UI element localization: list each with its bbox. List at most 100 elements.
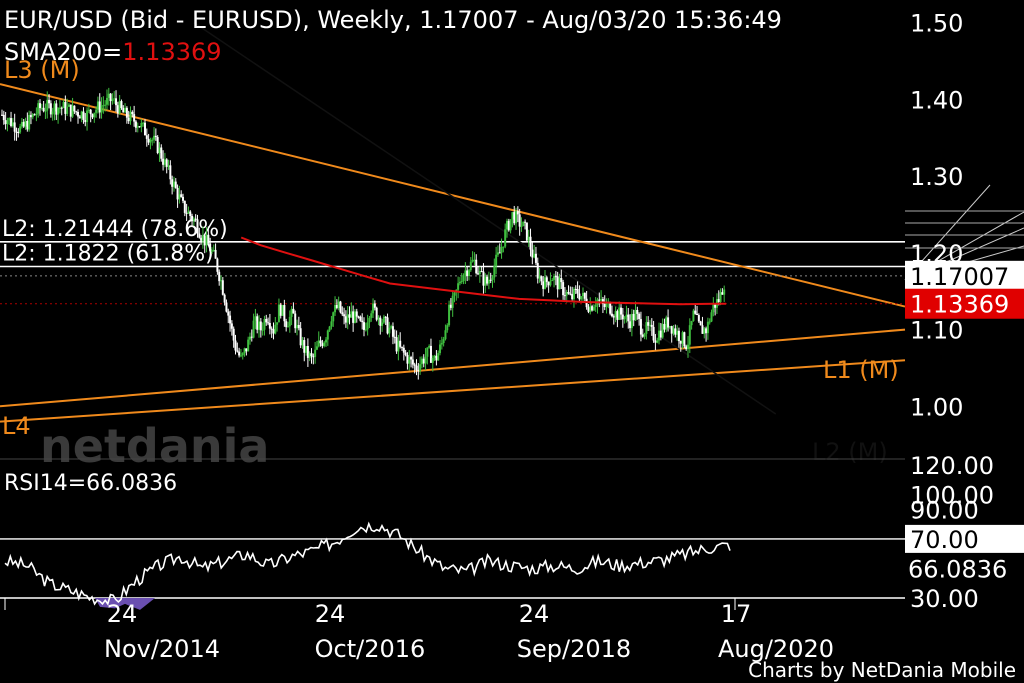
sma-readout: SMA200=1.13369 [4, 38, 222, 66]
last-price-badge-label: 1.17007 [910, 263, 1009, 291]
candle-body [178, 194, 181, 200]
candle-body [417, 370, 420, 372]
candle-body [544, 277, 546, 289]
candle-body [183, 200, 186, 213]
candle-body [433, 355, 436, 358]
candle-body [73, 105, 76, 112]
candle-body [578, 293, 581, 300]
candle-body [384, 316, 387, 318]
candle-body [225, 302, 228, 312]
candle-body [111, 99, 114, 102]
candle-body [661, 323, 664, 338]
candle-body [145, 135, 148, 139]
candle-body [223, 294, 226, 303]
candle-body [457, 283, 460, 290]
candle-body [672, 328, 675, 334]
candle-body [64, 101, 67, 114]
candle-body [453, 292, 456, 296]
candle-body [75, 111, 78, 113]
candle-body [19, 126, 22, 133]
x-axis-month: Sep/2018 [517, 635, 631, 663]
candle-body [24, 120, 27, 127]
trendline-label: L2 (M) [812, 438, 888, 466]
candle-body [482, 271, 485, 286]
candle-body [96, 101, 99, 110]
candle-body [618, 307, 621, 320]
candle-body [227, 311, 230, 316]
candle-body [355, 311, 358, 317]
rsi-line[interactable] [4, 521, 731, 606]
candle-body [263, 318, 266, 330]
candle-body [115, 98, 118, 106]
candle-body [406, 354, 409, 364]
candle-body [20, 122, 23, 127]
candle-body [402, 347, 405, 353]
candle-body [458, 281, 461, 284]
candle-body [51, 111, 54, 115]
trendline-label: L3 (M) [4, 56, 80, 84]
candle-body [95, 109, 98, 113]
candle-body [344, 316, 347, 323]
trendline-3[interactable] [193, 22, 777, 415]
candle-body [203, 235, 206, 246]
trendline-0[interactable] [0, 83, 906, 308]
candle-body [4, 120, 7, 125]
candle-body [165, 159, 168, 167]
candle-body [366, 322, 369, 330]
candle-body [538, 276, 541, 279]
candle-body [629, 321, 632, 329]
trendline-1[interactable] [0, 328, 906, 408]
fib-level-label: L2: 1.1822 (61.8%) [2, 242, 214, 267]
candle-body [160, 147, 163, 159]
candle-body [120, 101, 123, 109]
candle-body [245, 348, 248, 352]
candle-body [283, 305, 286, 322]
y-axis-tick: 1.30 [910, 163, 963, 191]
candle-body [489, 279, 492, 281]
candle-body [334, 305, 337, 313]
candle-body [656, 340, 659, 343]
candle-body [486, 276, 489, 284]
candle-body [674, 328, 677, 335]
candle-body [151, 139, 154, 141]
candle-body [22, 122, 25, 127]
candle-body [353, 311, 356, 323]
candle-body [285, 321, 288, 328]
candle-body [650, 324, 653, 327]
candle-body [424, 356, 427, 364]
candle-body [697, 315, 700, 322]
candle-body [346, 314, 349, 323]
candle-body [379, 317, 382, 326]
candle-body [569, 293, 572, 295]
sma200-line[interactable] [240, 236, 726, 306]
candle-body [143, 122, 146, 136]
candle-body [220, 280, 223, 282]
x-axis-day: 17 [721, 600, 752, 628]
candle-body [247, 339, 250, 352]
candle-body [77, 112, 80, 117]
candle-body [17, 132, 20, 134]
candle-body [652, 326, 655, 341]
candle-body [688, 325, 691, 345]
candle-body [415, 365, 418, 371]
candle-body [156, 137, 159, 154]
candle-body [296, 325, 299, 329]
candle-body [413, 364, 416, 366]
candle-body [98, 101, 101, 113]
candle-body [420, 358, 423, 365]
candle-body [306, 346, 309, 358]
rsi-axis-tick: 100.00 [910, 482, 994, 510]
candle-body [78, 116, 81, 119]
candle-body [113, 98, 116, 100]
candle-body [701, 325, 704, 334]
candle-body [556, 276, 559, 290]
candle-body [191, 215, 194, 221]
candle-body [639, 319, 642, 335]
candle-body [410, 357, 413, 360]
candle-body [620, 307, 623, 315]
candle-body [677, 330, 680, 342]
trendline-2[interactable] [0, 359, 906, 423]
candle-body [451, 295, 454, 308]
